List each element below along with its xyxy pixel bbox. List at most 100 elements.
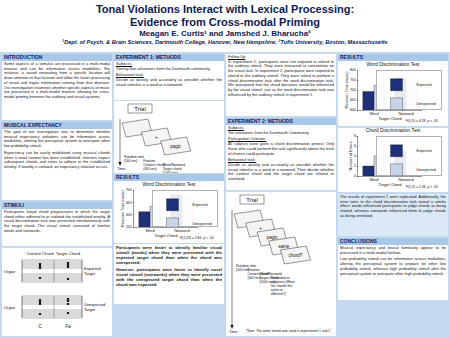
svg-text:(1000 ms): (1000 ms)	[163, 171, 178, 173]
svg-text:800: 800	[350, 68, 356, 72]
svg-text:Random time: Random time	[124, 155, 145, 159]
html-text:Decide as quickly and accurate: Decide as quickly and accurately as poss…	[116, 77, 222, 87]
svg-text:Chord Discrimination Test: Chord Discrimination Test	[366, 128, 421, 133]
svg-text:chord?: chord?	[289, 253, 303, 258]
svg-text:F(1,9) = 5.33, p < .05: F(1,9) = 5.33, p < .05	[406, 185, 438, 189]
html-text:Ten volunteers from the Dartmo: Ten volunteers from the Dartmouth Commun…	[228, 129, 310, 135]
svg-text:Number of Errors: Number of Errors	[349, 141, 353, 170]
svg-text:Unexpected: Unexpected	[84, 302, 106, 307]
html-text:Follow Up: Follow Up	[228, 54, 246, 59]
html-text:However, participants were fas: However, participants were faster to ide…	[116, 267, 222, 287]
svg-text:Target: Target	[84, 271, 96, 276]
svg-text:Word: Word	[369, 112, 378, 116]
html-text:The results of experiment 1 we: The results of experiment 1 were replica…	[340, 194, 446, 218]
svg-text:700: 700	[126, 188, 132, 192]
html-text:Tonal Violations Interact with: Tonal Violations Interact with Lexical P…	[95, 3, 355, 15]
html-text:Subjects:: Subjects:	[116, 61, 132, 66]
svg-text:Nonword: Nonword	[398, 178, 413, 182]
svg-text:+: +	[155, 135, 158, 140]
svg-text:Target Chord: Target Chord	[154, 233, 177, 238]
svg-text:Organ: Organ	[4, 305, 15, 310]
html-text:All subjects were given a chor: All subjects were given a chord discrimi…	[228, 141, 334, 156]
svg-text:F(1,23) = 5.84, p < .05: F(1,23) = 5.84, p < .05	[180, 236, 214, 240]
svg-text:Word/Nonword: Word/Nonword	[162, 163, 186, 167]
html-text:EXPERIMENT 1: METHODS: EXPERIMENT 1: METHODS	[116, 54, 181, 60]
svg-text:Word: Word	[369, 178, 378, 182]
svg-text:Expected: Expected	[84, 266, 101, 271]
html-text:Expectancy can be easily modul: Expectancy can be easily modulated using…	[4, 149, 110, 169]
html-text:Participation Criterion:: Participation Criterion:	[228, 136, 267, 142]
html-text:Some aspects of a stimulus are: Some aspects of a stimulus are processed…	[4, 61, 110, 99]
svg-text:Word Discrimination Test: Word Discrimination Test	[143, 182, 197, 187]
svg-text:different?): different?)	[271, 292, 286, 296]
svg-text:Target: Target	[84, 307, 96, 312]
svg-text:Unexpected: Unexpected	[417, 102, 436, 106]
svg-text:Context chord: Context chord	[143, 163, 165, 167]
html-text:¹Dept. of Psych. & Brain Scien: ¹Dept. of Psych. & Brain Sciences, Dartm…	[62, 39, 388, 45]
html-text:The goal of our investigation: The goal of our investigation was to det…	[4, 129, 110, 149]
html-text:In experiment 1, participants: In experiment 1, participants were not r…	[228, 58, 334, 97]
html-text:INTRODUCTION: INTRODUCTION	[4, 54, 43, 60]
svg-text:(500 ms): (500 ms)	[124, 159, 137, 163]
svg-text:Expected: Expected	[193, 203, 208, 207]
svg-text:2: 2	[354, 164, 356, 168]
html-text:Twenty-four volunteers from th: Twenty-four volunteers from the Dartmout…	[116, 65, 211, 71]
html-text:Participants were faster to id: Participants were faster to identify fam…	[116, 245, 222, 265]
svg-text:Target Chord: Target Chord	[378, 182, 401, 187]
html-text:Decide as quickly and accurate: Decide as quickly and accurately as poss…	[228, 161, 334, 181]
svg-text:Context Chord: Context Chord	[27, 251, 55, 256]
html-text:EXPERIMENT 2: METHODS: EXPERIMENT 2: METHODS	[228, 118, 293, 124]
svg-text:Time: Time	[229, 330, 237, 334]
html-text:CONCLUSIONS: CONCLUSIONS	[340, 238, 377, 244]
html-text:RESULTS: RESULTS	[340, 54, 363, 60]
html-text:Evidence from Cross-modal Prim: Evidence from Cross-modal Priming	[129, 16, 320, 28]
svg-text:8: 8	[354, 134, 356, 138]
svg-text:550: 550	[126, 225, 132, 229]
svg-text:700: 700	[350, 88, 356, 92]
html-text:MUSICAL EXPECTANCY: MUSICAL EXPECTANCY	[4, 122, 62, 128]
svg-text:Fa: Fa	[65, 324, 71, 329]
svg-text:pagic: pagic	[170, 144, 182, 149]
svg-text:(600 ms): (600 ms)	[143, 167, 156, 171]
svg-text:Trial: Trial	[246, 197, 257, 203]
svg-text:Word Discrimination Test: Word Discrimination Test	[367, 62, 421, 67]
html-text:Musical expectancy and lexical: Musical expectancy and lexical familiari…	[340, 245, 446, 255]
svg-text:Expected: Expected	[417, 149, 432, 153]
html-text:Subjects:: Subjects:	[228, 125, 244, 130]
html-text:Low probability stimuli can be: Low probability stimuli can be informati…	[340, 256, 446, 276]
svg-text:+: +	[259, 226, 262, 231]
svg-text:Target Chord: Target Chord	[56, 251, 81, 256]
svg-text:Nonword: Nonword	[174, 229, 189, 233]
html-text:Participants heard chord progr: Participants heard chord progressions in…	[4, 209, 110, 233]
svg-text:Reaction Time (msec): Reaction Time (msec)	[121, 189, 125, 227]
svg-text:4: 4	[354, 154, 356, 158]
svg-text:C: C	[38, 324, 42, 329]
svg-text:Word: Word	[145, 229, 154, 233]
svg-text:Target Chord: Target Chord	[378, 116, 401, 121]
svg-text:Time: Time	[117, 167, 125, 171]
svg-text:pagic: pagic	[267, 235, 279, 240]
svg-text:*Note: The same stimuli was us: *Note: The same stimuli was used in expe…	[246, 329, 331, 333]
svg-text:0: 0	[354, 174, 356, 178]
html-text:STIMULI: STIMULI	[4, 202, 24, 208]
svg-text:600: 600	[350, 108, 356, 112]
html-text:RESULTS: RESULTS	[116, 174, 139, 180]
svg-text:Expected: Expected	[417, 83, 432, 87]
svg-text:Fixation: Fixation	[143, 159, 156, 163]
svg-text:600: 600	[126, 213, 132, 217]
svg-text:Trial: Trial	[134, 106, 145, 112]
svg-text:same: same	[278, 244, 290, 249]
svg-text:Reaction Time (msec): Reaction Time (msec)	[345, 71, 349, 109]
html-text:Meagan E. Curtis¹ and Jamshed: Meagan E. Curtis¹ and Jamshed J. Bharuch…	[139, 29, 311, 38]
svg-text:Unexpected: Unexpected	[193, 222, 212, 226]
svg-text:750: 750	[350, 78, 356, 82]
html-text:Behavioral task:: Behavioral task:	[228, 157, 256, 163]
svg-text:650: 650	[126, 201, 132, 205]
svg-text:Organ: Organ	[4, 269, 15, 274]
svg-text:F(1,9) = 6.28, p < .05: F(1,9) = 6.28, p < .05	[406, 119, 438, 123]
svg-text:650: 650	[350, 98, 356, 102]
svg-text:Unexpected: Unexpected	[417, 168, 436, 172]
html-text:Behavioral task:: Behavioral task:	[116, 72, 144, 78]
svg-text:6: 6	[354, 144, 356, 148]
svg-text:Nonword: Nonword	[398, 112, 413, 116]
